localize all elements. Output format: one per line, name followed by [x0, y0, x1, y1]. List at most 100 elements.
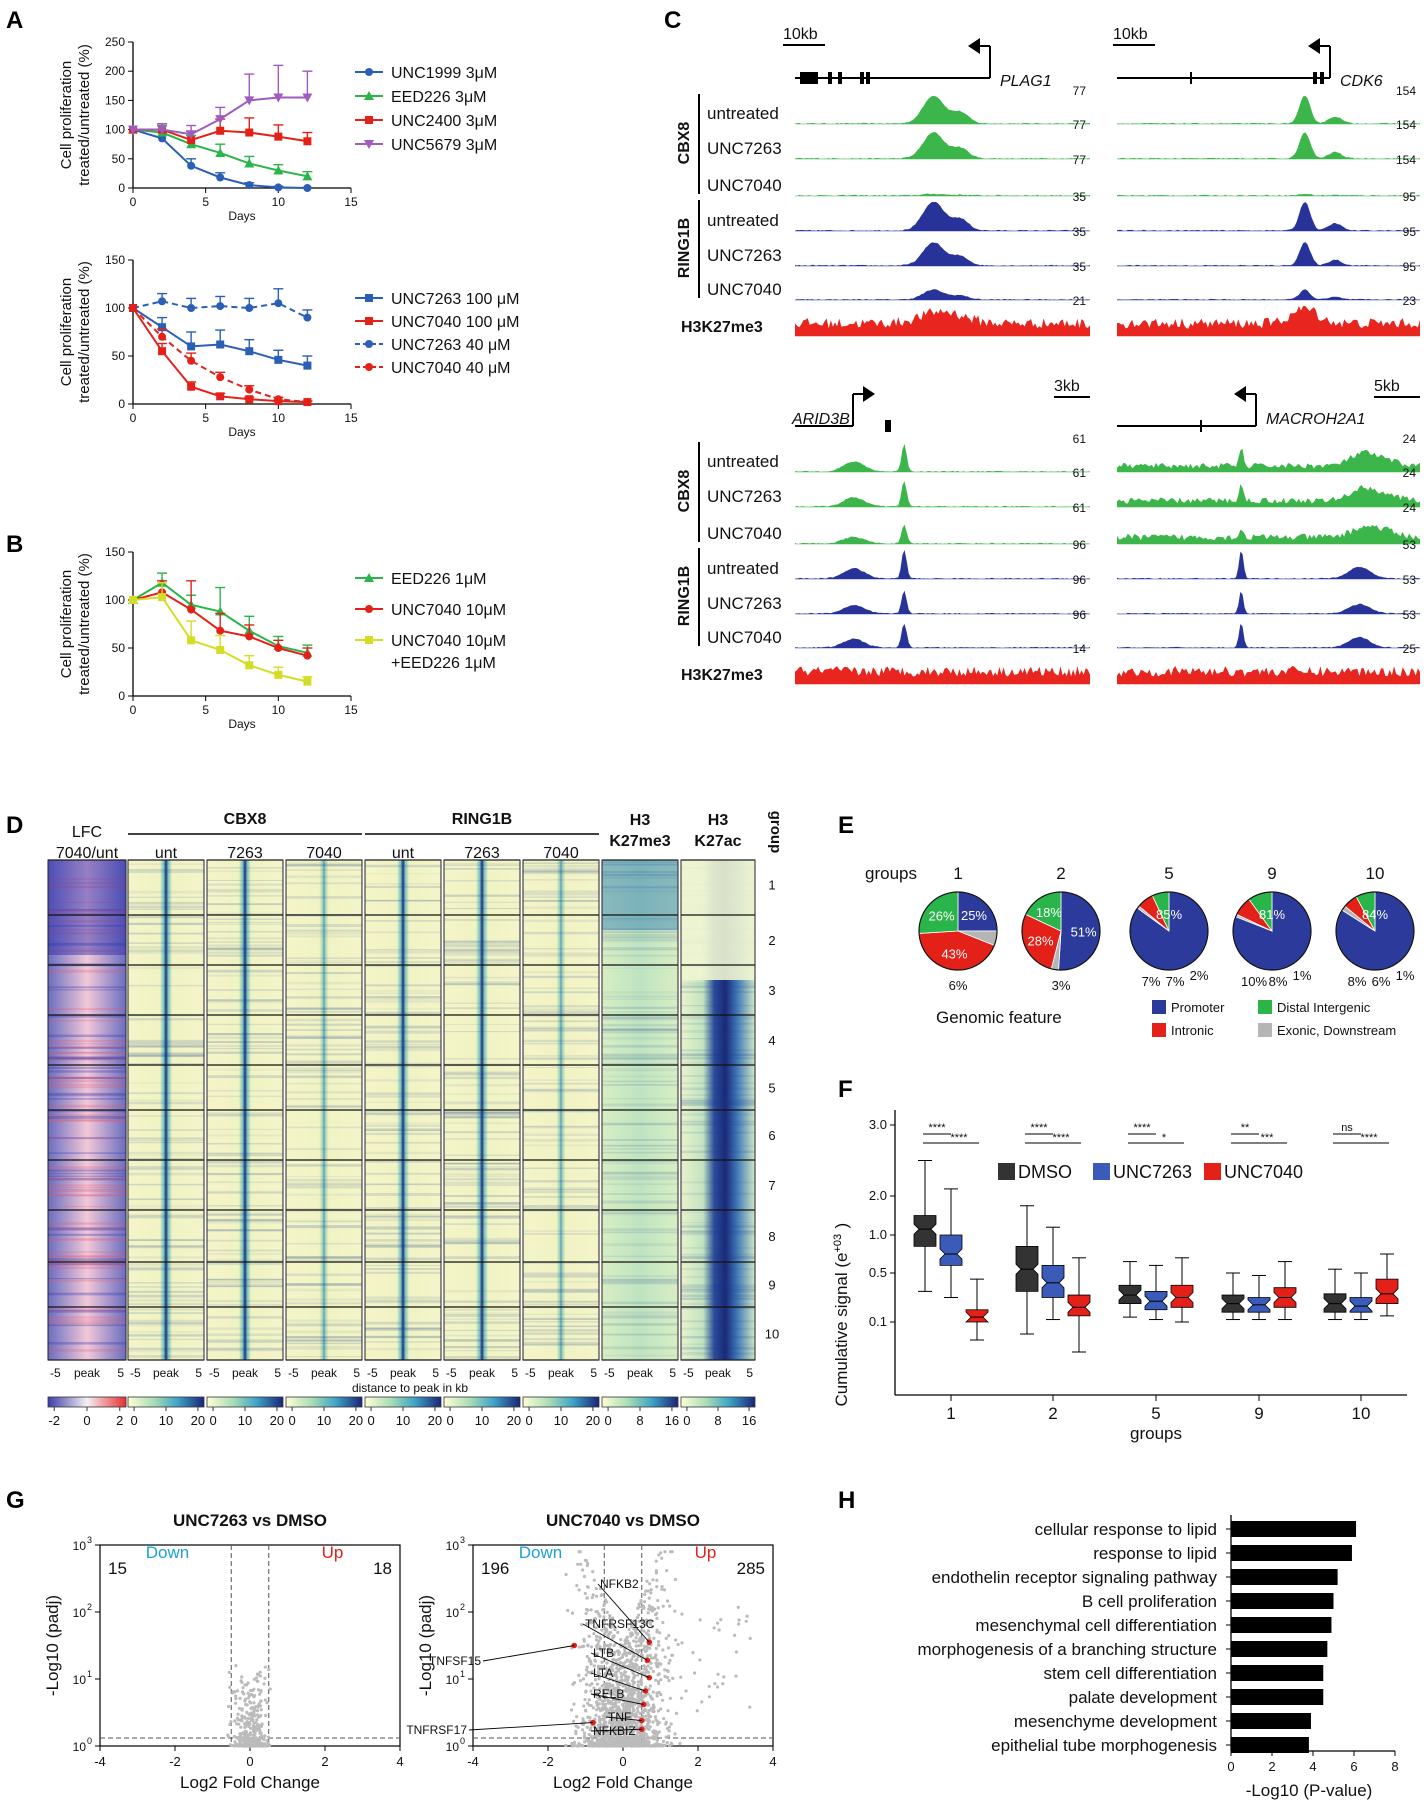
data-point	[721, 1682, 725, 1686]
legend-label: UNC7040 40 μM	[391, 360, 511, 377]
heatmap-row-noise	[602, 1059, 678, 1061]
heatmap-row-noise	[444, 1356, 520, 1358]
heatmap-row-noise	[365, 1079, 441, 1082]
data-point	[575, 1583, 579, 1588]
heatmap-row-noise	[681, 1294, 755, 1298]
data-point	[659, 1678, 663, 1682]
heatmap-row-noise	[128, 1114, 204, 1117]
heatmap-row-noise	[681, 1120, 755, 1122]
data-point	[643, 1623, 647, 1627]
heatmap-row-noise	[681, 1075, 755, 1077]
heatmap-row-noise	[365, 1347, 441, 1351]
data-point	[734, 1674, 738, 1678]
data-point	[640, 1734, 644, 1738]
data-point	[237, 1706, 242, 1711]
data-point	[684, 1689, 688, 1693]
heatmap-column-4: -5 peak 5	[364, 859, 442, 1380]
data-point	[245, 1710, 249, 1714]
data-point	[242, 1734, 246, 1739]
heatmap-row-noise	[286, 869, 362, 871]
x-axis-tick: 5	[353, 1366, 360, 1380]
y-tick-exponent: 2	[87, 1602, 92, 1612]
data-point	[624, 1715, 628, 1719]
data-point	[244, 158, 255, 168]
series-UNC7040 10μM +EED226 1μM	[129, 582, 313, 686]
data-point	[622, 1673, 626, 1677]
heatmap-row-noise	[207, 1285, 283, 1288]
data-point	[597, 1744, 601, 1748]
heatmap-row-noise	[207, 1037, 283, 1040]
data-point	[572, 1719, 576, 1723]
heatmap-row-noise	[365, 1232, 441, 1234]
heatmap-row-noise	[207, 1128, 283, 1131]
heatmap-row-noise	[48, 1152, 126, 1154]
heatmap-row-noise	[207, 1181, 283, 1183]
x-axis-tick: 5	[746, 1366, 753, 1380]
heatmap-row-noise	[681, 1320, 755, 1323]
data-point	[586, 1608, 590, 1612]
data-point	[597, 1639, 601, 1643]
heatmap-row-noise	[365, 931, 441, 934]
data-point	[616, 1658, 620, 1662]
data-point	[638, 1696, 642, 1700]
data-point	[585, 1622, 589, 1626]
heatmap-row-noise	[128, 1256, 204, 1259]
data-point	[242, 1692, 246, 1696]
legend-marker	[365, 116, 373, 124]
data-point	[616, 1722, 620, 1726]
data-point	[661, 1648, 665, 1652]
heatmap-row-noise	[207, 999, 283, 1003]
data-point	[635, 1658, 639, 1662]
heatmap-row-noise	[48, 1263, 126, 1266]
data-point	[634, 1667, 638, 1672]
data-point	[261, 1744, 265, 1748]
heatmap-row-noise	[444, 1205, 520, 1208]
data-point	[589, 1645, 593, 1649]
heatmap-row-noise	[207, 1303, 283, 1307]
heatmap-row-noise	[128, 1322, 204, 1325]
data-point	[621, 1715, 625, 1719]
heatmap-row-noise	[365, 1000, 441, 1003]
heatmap-row-noise	[286, 864, 362, 867]
heatmap-row-noise	[444, 1242, 520, 1245]
pie-legend-label: Promoter	[1171, 1000, 1225, 1015]
legend-marker	[364, 573, 374, 582]
heatmap-row-noise	[523, 890, 599, 894]
heatmap-row-noise	[365, 1335, 441, 1338]
track-max-value: 25	[1403, 642, 1417, 656]
data-point	[628, 1659, 633, 1663]
y-tick-label: 3.0	[869, 1117, 887, 1132]
group-label: 1	[768, 878, 775, 893]
heatmap-row-noise	[207, 1316, 283, 1319]
data-point	[630, 1730, 635, 1734]
heatmap-row-noise	[365, 956, 441, 959]
heatmap-row-noise	[365, 1066, 441, 1068]
heatmap-row-noise	[365, 1011, 441, 1015]
heatmap-row-noise	[365, 1183, 441, 1185]
x-tick-label: -4	[467, 1754, 479, 1769]
track-max-value: 96	[1073, 538, 1087, 552]
heatmap-row-noise	[48, 1119, 126, 1122]
data-point	[248, 1700, 252, 1704]
box-9-DMSO	[1221, 1272, 1245, 1321]
data-point	[654, 1559, 658, 1563]
data-point	[584, 1668, 589, 1672]
data-point	[635, 1706, 640, 1710]
y-tick-label: 0.5	[869, 1265, 887, 1280]
heatmap-row-noise	[128, 1141, 204, 1144]
point-cloud	[226, 1663, 272, 1748]
heatmap-row-noise	[523, 1040, 599, 1043]
y-tick-exponent: 1	[87, 1669, 92, 1679]
heatmap-row-noise	[602, 1231, 678, 1234]
heatmap-row-noise	[523, 869, 599, 872]
data-point	[566, 1608, 570, 1613]
data-point	[669, 1722, 673, 1726]
box-legend-swatch	[1093, 1163, 1110, 1180]
data-point	[655, 1630, 659, 1634]
data-point	[250, 1739, 254, 1743]
data-point	[622, 1707, 626, 1711]
heatmap-row-noise	[128, 1302, 204, 1305]
heatmap-row-noise	[602, 995, 678, 998]
heatmap-row-noise	[523, 1289, 599, 1293]
